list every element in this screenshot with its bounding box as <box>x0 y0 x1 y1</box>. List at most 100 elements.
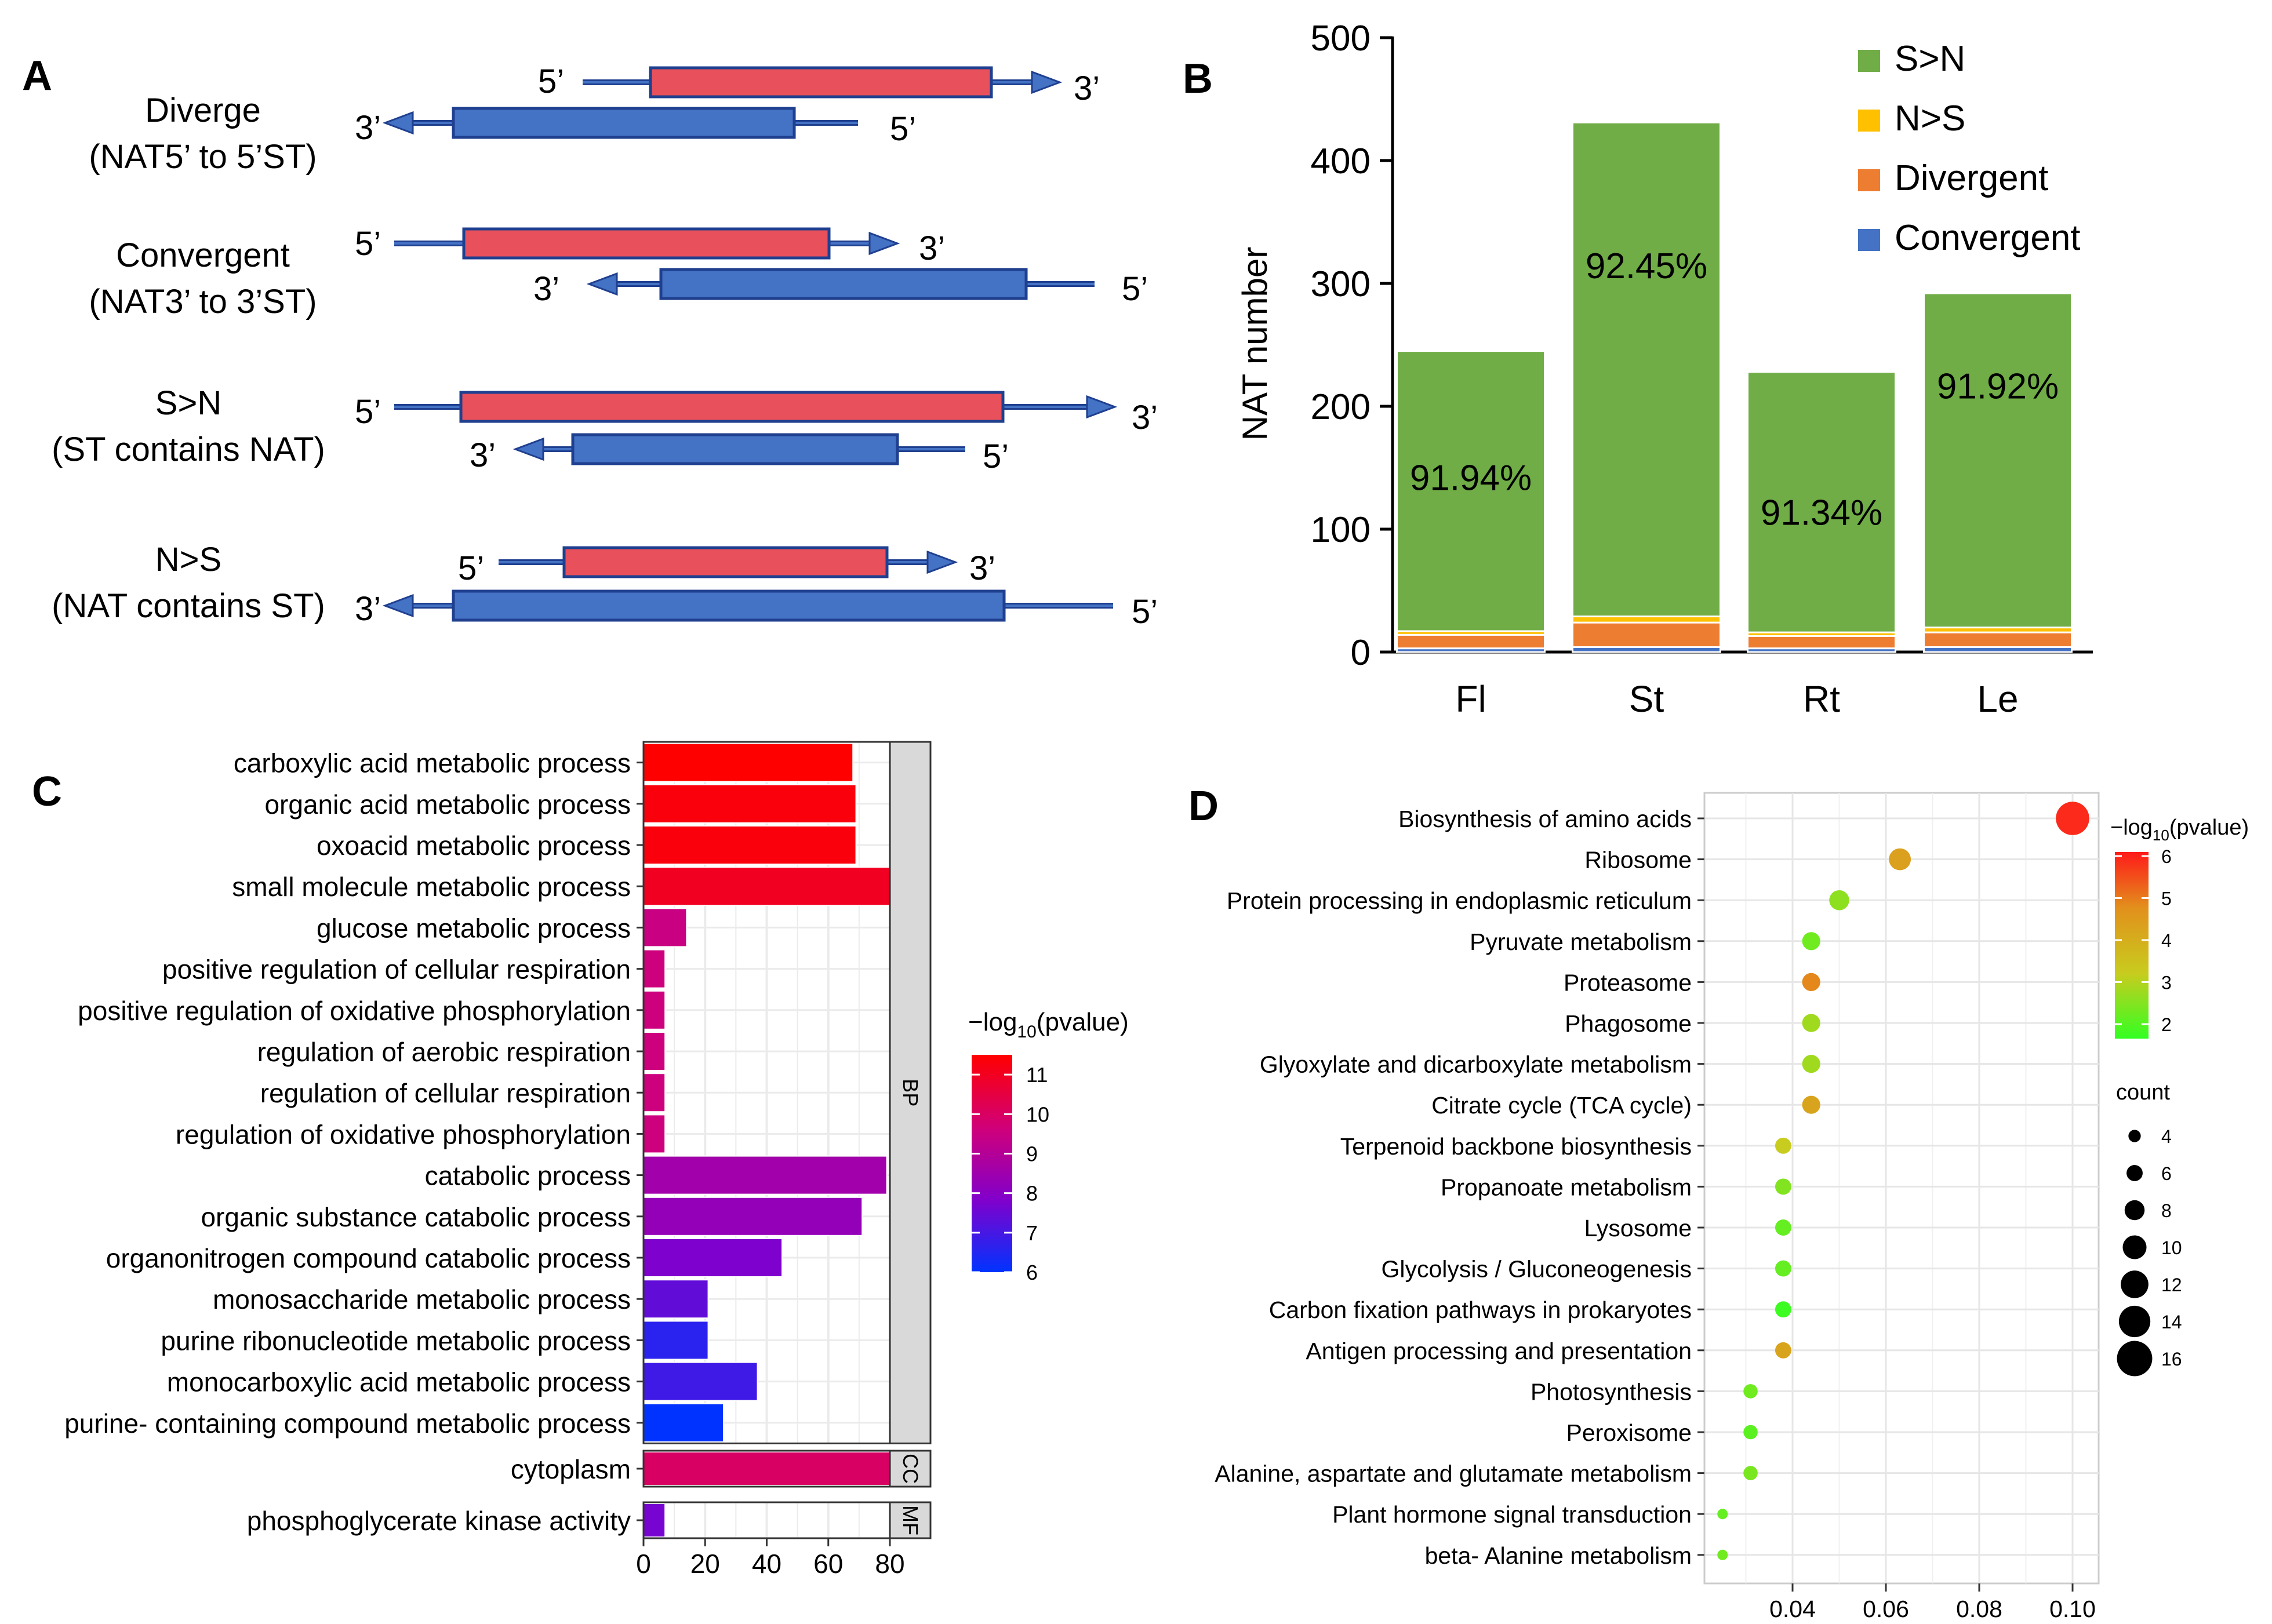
c-facet-label: BP <box>899 1079 922 1106</box>
b-bar-divergent-segment <box>1572 621 1721 649</box>
d-pathway-label: Proteasome <box>1564 969 1692 996</box>
c-x-tick-label: 80 <box>875 1549 904 1579</box>
diverge-sense-3prime: 3’ <box>1074 70 1100 107</box>
panel-label-a: A <box>22 53 52 99</box>
diverge-diagram: 5’ 3’ 3’ 5’ <box>355 63 1100 148</box>
b-bar-divergent-segment <box>1396 633 1546 650</box>
d-size-legend-dot <box>2118 1305 2151 1338</box>
b-bar-percent-label: 91.92% <box>1937 366 2059 406</box>
panel-b-legend: S>N N>S Divergent Convergent <box>1858 39 2081 258</box>
d-pathway-label: Propanoate metabolism <box>1441 1174 1692 1200</box>
b-bar-percent-label: 91.34% <box>1761 493 1882 533</box>
d-pathway-label: Biosynthesis of amino acids <box>1398 806 1692 832</box>
sn-antisense-3prime: 3’ <box>470 436 496 474</box>
c-term-label: catabolic process <box>425 1161 631 1191</box>
d-pathway-label: Terpenoid backbone biosynthesis <box>1340 1133 1692 1160</box>
b-legend-label: S>N <box>1895 39 1965 79</box>
c-panel-border <box>642 741 891 1444</box>
panel-c-colorbar-title: −log10(pvalue) <box>968 1008 1129 1042</box>
d-point <box>1829 890 1849 911</box>
panel-d-chart: Biosynthesis of amino acids Ribosome Prote… <box>1215 792 2100 1622</box>
panel-d-size-legend-title: count <box>2116 1080 2170 1105</box>
c-x-tick-label: 60 <box>813 1549 843 1579</box>
c-term-label: regulation of cellular respiration <box>260 1078 631 1108</box>
d-point <box>1802 1095 1820 1114</box>
ns-antisense-box <box>452 589 1006 622</box>
d-size-legend-dot <box>2126 1165 2143 1181</box>
c-bar <box>643 1114 666 1154</box>
c-bar <box>643 1196 863 1236</box>
c-term-label: carboxylic acid metabolic process <box>234 748 631 778</box>
d-cbar-tick-label: 2 <box>2161 1014 2172 1035</box>
panel-d-colorbar-title: −log10(pvalue) <box>2110 815 2249 844</box>
d-size-legend-label: 10 <box>2161 1237 2182 1258</box>
panel-a: A Diverge (NAT5’ to 5’ST) Convergent (NA… <box>22 53 1158 631</box>
b-y-tick-label: 100 <box>1311 510 1371 550</box>
d-size-legend-label: 8 <box>2161 1200 2172 1221</box>
c-facet-label: MF <box>899 1505 922 1535</box>
b-legend-swatch <box>1858 50 1880 72</box>
panel-b: B NAT number 0 100 200 300 400 500 Fl St Rt Le 91… <box>1183 19 2093 720</box>
row-ns-desc: (NAT contains ST) <box>52 587 325 625</box>
c-bar <box>643 1032 666 1071</box>
b-x-tick-label: Rt <box>1803 678 1840 720</box>
d-x-tick-label: 0.10 <box>2049 1596 2096 1622</box>
c-term-label: oxoacid metabolic process <box>317 831 631 861</box>
c-bar <box>643 742 854 782</box>
b-y-tick-label: 400 <box>1311 141 1371 181</box>
c-term-label: positive regulation of cellular respirat… <box>162 955 631 985</box>
d-point <box>1717 1509 1728 1520</box>
convergent-sense-5prime: 5’ <box>355 225 381 263</box>
c-bar <box>643 1451 890 1486</box>
sn-sense-box <box>459 391 1005 423</box>
d-panel-bg <box>1703 792 2100 1585</box>
ns-diagram: 5’ 3’ 3’ 5’ <box>355 546 1158 631</box>
ns-sense-arrowhead <box>926 550 958 574</box>
c-term-label: glucose metabolic process <box>317 913 631 943</box>
panel-c-colorbar: −log10(pvalue) 11 10 9 8 7 6 <box>968 1008 1129 1284</box>
b-x-tick-label: St <box>1629 678 1664 720</box>
row-sn-name: S>N <box>155 384 221 422</box>
b-legend-label: N>S <box>1895 99 1965 139</box>
c-bar <box>643 1279 709 1319</box>
c-facet-strip <box>889 1501 932 1539</box>
panel-d-size-legend: count 4 6 8 10 12 14 16 <box>2116 1080 2182 1377</box>
panel-c-colorbar-gradient <box>972 1055 1012 1272</box>
d-x-tick-label: 0.06 <box>1863 1596 1909 1622</box>
d-pathway-label: Photosynthesis <box>1531 1378 1692 1405</box>
d-size-legend-label: 4 <box>2161 1126 2172 1147</box>
row-convergent-name: Convergent <box>116 236 290 274</box>
diverge-antisense-3prime: 3’ <box>355 109 381 147</box>
d-point <box>1775 1137 1791 1154</box>
d-size-legend-dot <box>2122 1235 2147 1259</box>
c-bar <box>643 1155 888 1195</box>
panel-c: C carboxylic acid metabolic process organ… <box>32 741 1129 1579</box>
sn-diagram: 5’ 3’ 3’ 5’ <box>355 391 1158 475</box>
d-cbar-tick-label: 5 <box>2161 889 2172 909</box>
c-x-tick-label: 0 <box>636 1549 651 1579</box>
c-term-label: monosaccharide metabolic process <box>213 1284 631 1315</box>
b-y-tick-label: 300 <box>1311 264 1371 304</box>
d-point <box>1717 1549 1728 1560</box>
c-cbar-tick-label: 9 <box>1026 1142 1038 1166</box>
d-size-legend-label: 14 <box>2161 1312 2182 1332</box>
convergent-diagram: 5’ 3’ 3’ 5’ <box>355 225 1148 308</box>
d-point <box>1743 1425 1758 1440</box>
diverge-sense-5prime: 5’ <box>538 63 564 100</box>
c-term-label: monocarboxylic acid metabolic process <box>167 1367 631 1397</box>
d-cbar-tick-label: 4 <box>2161 930 2172 951</box>
d-pathway-label: Citrate cycle (TCA cycle) <box>1431 1092 1692 1119</box>
d-pathway-label: Antigen processing and presentation <box>1306 1338 1692 1364</box>
diverge-sense-box <box>649 66 993 99</box>
d-pathway-label: Plant hormone signal transduction <box>1332 1501 1692 1528</box>
d-x-tick-label: 0.04 <box>1769 1596 1816 1622</box>
sn-sense-5prime: 5’ <box>355 393 381 431</box>
c-bar <box>643 949 666 989</box>
d-size-legend-dot <box>2124 1200 2145 1221</box>
c-cbar-tick-label: 7 <box>1026 1221 1038 1245</box>
c-cbar-tick-label: 8 <box>1026 1182 1038 1206</box>
d-size-legend-dot <box>2117 1341 2153 1377</box>
d-pathway-label: Glyoxylate and dicarboxylate metabolism <box>1260 1051 1692 1078</box>
panel-label-b: B <box>1183 56 1213 102</box>
row-convergent-desc: (NAT3’ to 3’ST) <box>89 283 317 321</box>
